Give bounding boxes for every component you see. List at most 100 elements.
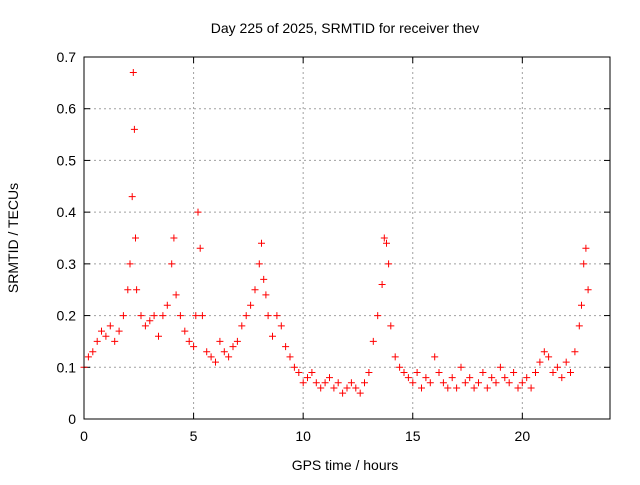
data-point [562,358,570,366]
data-point [129,69,137,76]
x-tick-label: 0 [80,428,88,444]
data-point [102,332,110,340]
x-tick-label: 10 [295,428,311,444]
data-point [488,374,496,382]
data-point [457,363,465,371]
y-tick-label: 0.2 [57,308,77,324]
data-point [326,374,333,382]
data-point [146,317,154,325]
x-tick-label: 5 [190,428,198,444]
data-point [396,363,404,371]
y-tick-label: 0.5 [57,152,77,168]
data-point [190,343,198,351]
data-point [387,322,395,330]
data-point [181,327,189,335]
x-tick-label: 15 [405,428,421,444]
data-point [571,348,579,356]
data-point [295,369,303,376]
data-point [378,281,386,288]
data-point [212,358,219,366]
data-point [304,374,311,382]
data-point [119,312,127,320]
data-point [584,286,592,294]
data-point [510,369,518,376]
data-point [496,363,504,371]
data-point [483,384,491,392]
data-point [130,125,138,133]
data-points [80,69,592,397]
data-point [545,353,553,361]
data-point [269,332,276,340]
data-point [514,384,522,392]
data-point [383,239,390,247]
data-point [229,343,237,351]
data-point [126,260,134,268]
data-point [192,312,200,320]
data-point [150,312,158,320]
y-tick-label: 0.7 [57,49,77,65]
grid [84,57,610,419]
data-point [255,260,263,268]
data-point [282,343,290,351]
x-tick-label: 20 [515,428,531,444]
data-point [98,327,105,335]
data-point [89,348,97,356]
data-point [124,286,132,294]
data-point [523,374,531,382]
data-point [404,374,412,382]
data-point [385,260,393,268]
data-point [518,379,526,387]
data-point [317,384,325,392]
data-point [106,322,114,330]
data-point [475,379,482,387]
data-point [461,379,469,387]
data-point [536,358,544,366]
data-point [233,337,241,345]
data-point [400,369,408,376]
data-point [247,301,255,309]
data-point [413,369,421,376]
data-point [290,363,298,371]
data-point [216,337,224,345]
data-point [501,374,509,382]
axis-ticks: 0 0.1 0.2 0.3 0.4 0.5 0.6 0.7 0 5 10 15 20 [57,49,610,444]
y-tick-label: 0 [68,411,76,427]
data-point [198,312,206,320]
data-point [308,369,316,376]
data-point [418,384,425,392]
data-point [343,384,351,392]
data-point [185,337,193,345]
data-point [466,374,474,382]
data-point [444,384,452,392]
data-point [369,337,377,345]
data-point [203,348,211,356]
data-point [155,332,162,340]
data-point [93,337,101,345]
plot-frame [83,56,611,420]
data-point [238,322,246,330]
data-point [172,291,180,299]
y-axis-label: SRMTID / TECUs [5,183,21,293]
data-point [334,379,342,387]
data-point [168,260,176,268]
data-point [277,322,285,330]
data-point [251,286,259,294]
data-point [505,379,513,387]
data-point [242,312,250,320]
data-point [132,234,139,242]
data-point [356,389,364,397]
data-point [431,353,439,361]
data-point [330,384,338,392]
data-point [286,353,294,361]
data-point [426,379,434,387]
data-point [578,301,585,309]
data-point [159,312,167,320]
data-point [380,234,388,242]
data-point [128,193,136,201]
data-point [339,389,347,397]
data-point [558,374,566,382]
data-point [532,369,539,376]
data-point [582,244,590,252]
data-point [170,234,178,242]
